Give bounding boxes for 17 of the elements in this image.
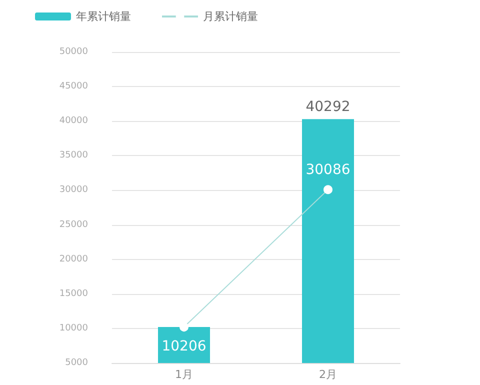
y-tick-label: 20000 <box>59 254 88 264</box>
y-tick-label: 25000 <box>59 220 88 230</box>
data-label: 10206 <box>162 338 206 355</box>
y-tick-label: 45000 <box>59 82 88 92</box>
x-tick-label: 2月 <box>319 368 337 381</box>
y-tick-label: 40000 <box>59 116 88 126</box>
y-tick-label: 35000 <box>59 150 88 161</box>
legend-label: 年累计销量 <box>76 10 131 23</box>
y-tick-label: 15000 <box>59 288 88 299</box>
y-tick-label: 10000 <box>59 323 88 334</box>
x-tick-label: 1月 <box>175 368 193 381</box>
data-label: 30086 <box>306 162 350 178</box>
legend-label: 月累计销量 <box>203 10 258 23</box>
y-tick-label: 50000 <box>59 47 88 57</box>
data-label: 40292 <box>306 99 350 116</box>
y-tick-label: 30000 <box>59 185 88 196</box>
y-tick-label: 5000 <box>65 358 88 368</box>
